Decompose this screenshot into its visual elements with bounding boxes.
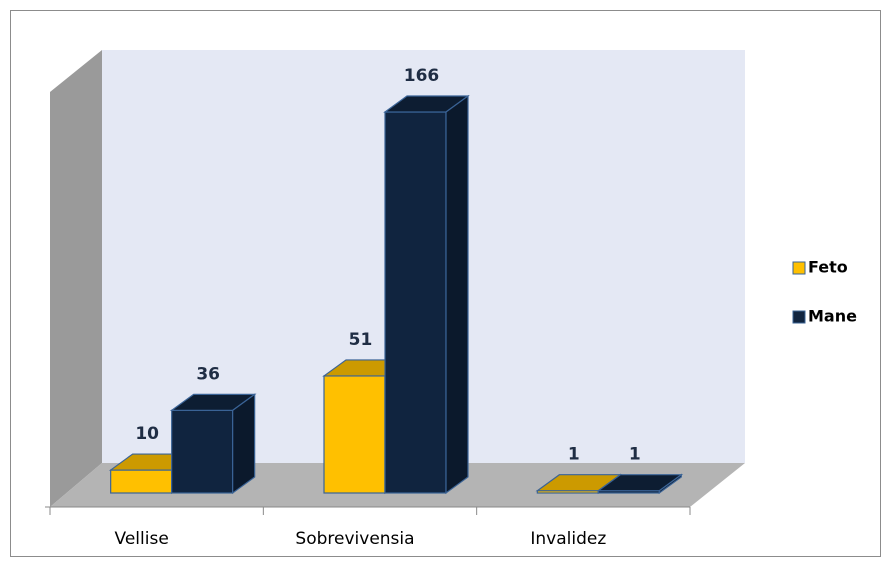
data-label: 10 [135, 424, 159, 444]
data-label: 36 [196, 364, 220, 384]
bar [110, 469, 173, 494]
data-label: 1 [629, 445, 641, 465]
x-tick-label: Vellise [115, 529, 169, 549]
legend-label: Feto [808, 258, 848, 277]
x-tick-label: Sobrevivensia [295, 529, 414, 549]
bar [384, 111, 447, 494]
data-label: 166 [404, 66, 440, 86]
bar [323, 375, 386, 494]
legend-swatch [792, 310, 806, 324]
bar [171, 409, 234, 494]
data-label: 1 [568, 445, 580, 465]
legend-swatch [792, 261, 806, 275]
bar-side [445, 94, 469, 495]
legend-label: Mane [808, 307, 857, 326]
side-wall [50, 50, 102, 507]
bar-side [232, 393, 256, 495]
bar-side [658, 473, 682, 495]
x-tick-label: Invalidez [530, 529, 606, 549]
data-label: 51 [349, 330, 373, 350]
